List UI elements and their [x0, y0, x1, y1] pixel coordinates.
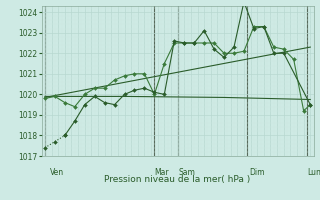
Text: Ven: Ven [50, 168, 64, 177]
Text: Sam: Sam [179, 168, 196, 177]
Text: Mar: Mar [155, 168, 169, 177]
Text: Dim: Dim [250, 168, 265, 177]
Text: Lun: Lun [307, 168, 320, 177]
X-axis label: Pression niveau de la mer( hPa ): Pression niveau de la mer( hPa ) [104, 175, 251, 184]
